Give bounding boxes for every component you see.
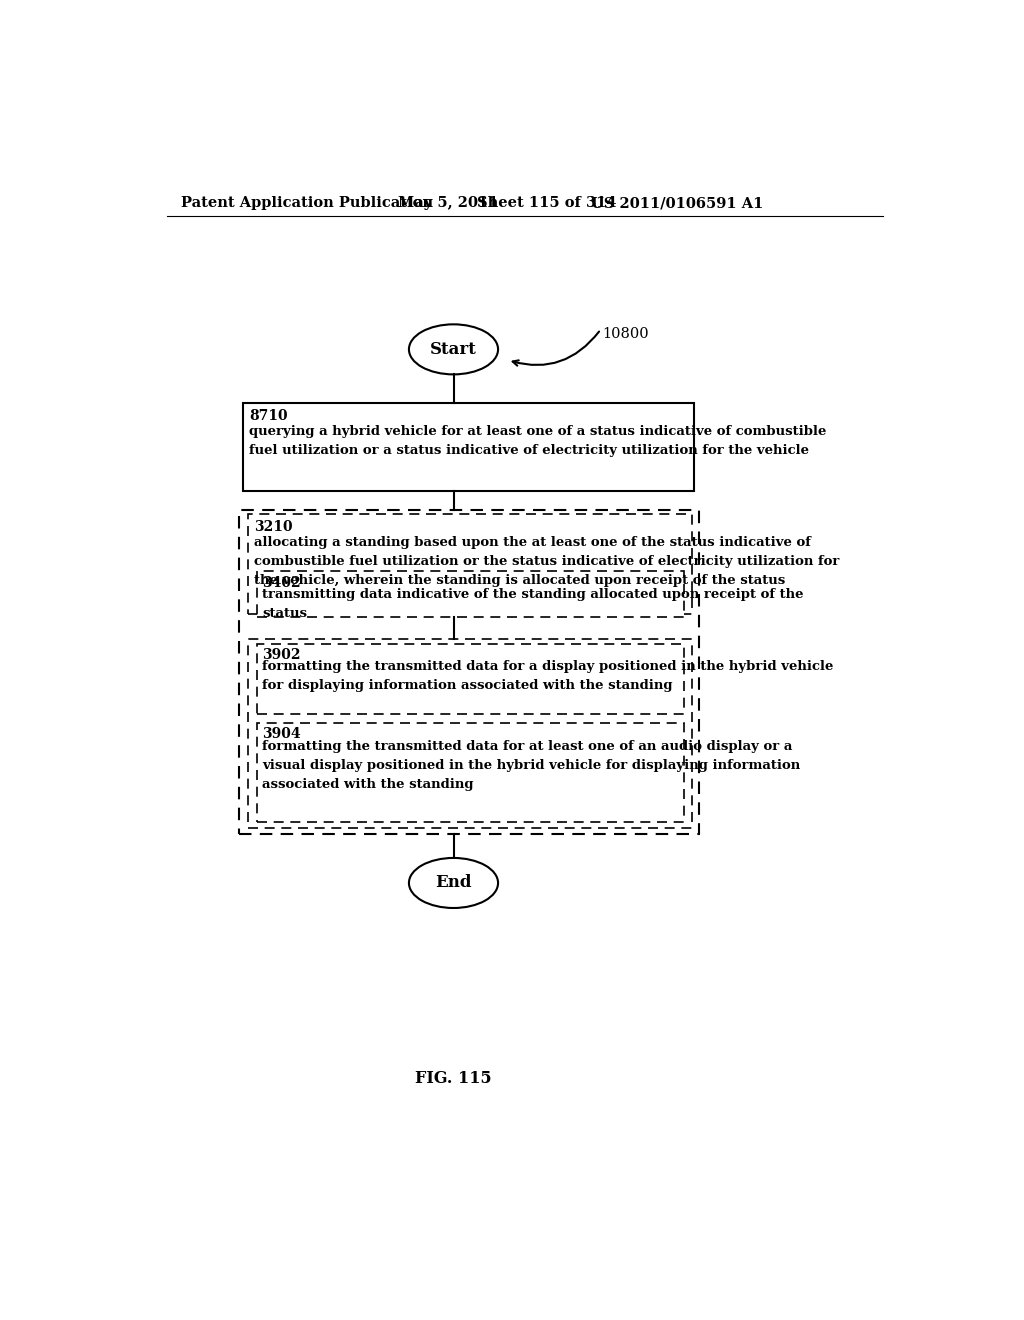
Text: Sheet 115 of 314: Sheet 115 of 314 xyxy=(477,197,616,210)
Text: Start: Start xyxy=(430,341,477,358)
Text: 3210: 3210 xyxy=(254,520,293,535)
Bar xyxy=(248,639,692,829)
Text: FIG. 115: FIG. 115 xyxy=(415,1071,492,1088)
Text: End: End xyxy=(435,874,472,891)
Text: allocating a standing based upon the at least one of the status indicative of
co: allocating a standing based upon the at … xyxy=(254,536,840,586)
Bar xyxy=(257,572,684,618)
Text: 3904: 3904 xyxy=(262,727,301,742)
Text: formatting the transmitted data for a display positioned in the hybrid vehicle
f: formatting the transmitted data for a di… xyxy=(262,660,834,693)
Text: querying a hybrid vehicle for at least one of a status indicative of combustible: querying a hybrid vehicle for at least o… xyxy=(249,425,826,457)
Text: 10800: 10800 xyxy=(602,327,649,341)
Text: 3902: 3902 xyxy=(262,648,301,663)
Text: 8710: 8710 xyxy=(249,409,288,424)
Bar xyxy=(248,513,692,614)
Text: May 5, 2011: May 5, 2011 xyxy=(397,197,499,210)
Bar xyxy=(239,511,699,834)
Text: transmitting data indicative of the standing allocated upon receipt of the
statu: transmitting data indicative of the stan… xyxy=(262,589,804,620)
Text: US 2011/0106591 A1: US 2011/0106591 A1 xyxy=(592,197,764,210)
Bar xyxy=(257,644,684,714)
Text: 3402: 3402 xyxy=(262,576,301,590)
Text: formatting the transmitted data for at least one of an audio display or a
visual: formatting the transmitted data for at l… xyxy=(262,739,801,791)
Bar xyxy=(257,723,684,822)
Bar xyxy=(243,404,693,491)
Text: Patent Application Publication: Patent Application Publication xyxy=(180,197,433,210)
